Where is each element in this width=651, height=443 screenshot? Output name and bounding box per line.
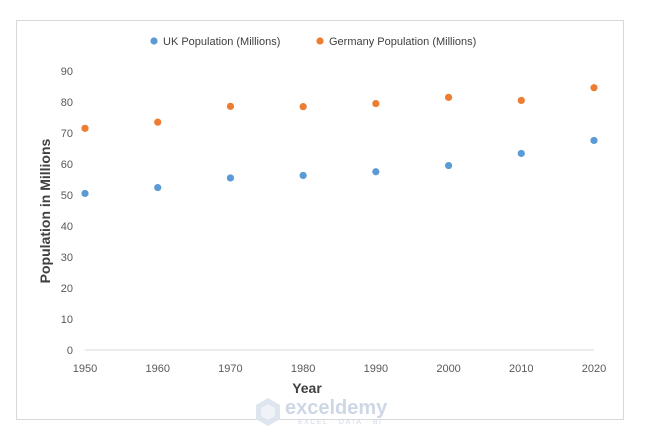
- data-point-series-2: [226, 102, 235, 110]
- chart-frame: [16, 20, 624, 420]
- y-tick-label: 40: [61, 221, 73, 233]
- data-point-series-2: [590, 84, 598, 92]
- legend-marker: [316, 37, 324, 45]
- watermark-brand: exceldemy: [285, 397, 388, 419]
- y-tick-label: 90: [61, 66, 73, 78]
- x-tick-label: 1980: [291, 363, 315, 375]
- exceldemy-logo-icon: [256, 398, 280, 426]
- data-point-series-2: [444, 93, 453, 101]
- x-axis: 1950 1960 1970 1980 1990 2000 2010 2020: [73, 349, 606, 375]
- legend: UK Population (Millions) Germany Populati…: [150, 36, 476, 48]
- data-point-series-2: [517, 96, 525, 105]
- y-axis: 0 10 20 30 40 50 60 70 80 90: [61, 66, 73, 357]
- x-tick-label: 1960: [145, 363, 169, 375]
- data-point-series-2: [299, 103, 307, 111]
- data-point-series-2: [372, 99, 380, 108]
- y-tick-label: 20: [61, 283, 73, 295]
- data-point-series-1: [590, 136, 598, 145]
- data-point-series-1: [444, 161, 453, 170]
- y-tick-label: 70: [61, 128, 73, 140]
- data-point-series-1: [372, 168, 380, 176]
- data-point-series-2: [154, 118, 162, 126]
- legend-label: Germany Population (Millions): [329, 36, 476, 48]
- data-point-series-1: [81, 189, 89, 198]
- x-tick-label: 2020: [582, 363, 606, 375]
- legend-marker: [150, 37, 158, 45]
- y-tick-label: 60: [61, 159, 73, 171]
- x-tick-label: 2010: [509, 363, 533, 375]
- x-tick-label: 2000: [436, 363, 460, 375]
- y-tick-label: 30: [61, 252, 73, 264]
- y-axis-title: Population in Millions: [37, 138, 53, 283]
- x-tick-label: 1950: [73, 363, 97, 375]
- y-tick-label: 80: [61, 97, 73, 109]
- y-tick-label: 0: [67, 345, 73, 357]
- x-tick-label: 1970: [218, 363, 242, 375]
- data-points: [81, 84, 598, 198]
- watermark: exceldemy EXCEL · DATA · BI: [256, 397, 388, 426]
- data-point-series-1: [226, 174, 235, 182]
- data-point-series-1: [299, 171, 307, 180]
- data-point-series-2: [81, 124, 89, 132]
- legend-label: UK Population (Millions): [163, 36, 280, 48]
- y-tick-label: 50: [61, 190, 73, 202]
- x-axis-title: Year: [292, 380, 322, 396]
- data-point-series-1: [517, 149, 525, 158]
- y-tick-label: 10: [61, 314, 73, 326]
- x-tick-label: 1990: [364, 363, 388, 375]
- data-point-series-1: [154, 183, 162, 192]
- watermark-tagline: EXCEL · DATA · BI: [298, 419, 383, 426]
